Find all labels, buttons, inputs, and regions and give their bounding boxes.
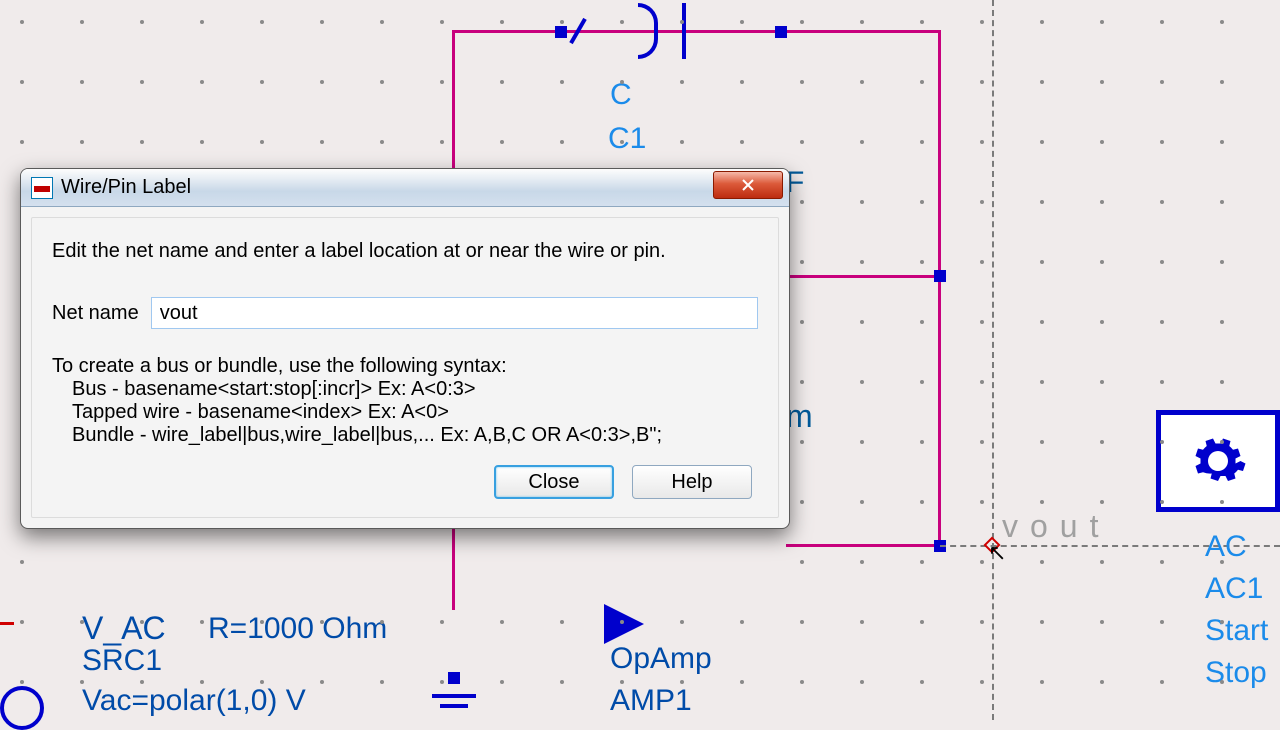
dialog-button-row: Close Help (52, 465, 758, 499)
ground-symbol (432, 694, 476, 698)
syntax-bus: Bus - basename<start:stop[:incr]> Ex: A<… (52, 378, 758, 401)
syntax-help: To create a bus or bundle, use the follo… (52, 355, 758, 447)
cursor-guide-vertical (992, 0, 994, 720)
close-dialog-button[interactable]: Close (494, 465, 614, 499)
capacitor-plate-right (682, 3, 686, 59)
wire[interactable] (786, 275, 940, 278)
net-name-row: Net name (52, 297, 758, 329)
capacitor-plate-left (638, 3, 658, 59)
close-button[interactable] (713, 171, 783, 199)
ac-name-label: AC1 (1205, 572, 1263, 606)
vsource-name-label: SRC1 (82, 644, 162, 678)
wire-node (448, 672, 460, 684)
help-button[interactable]: Help (632, 465, 752, 499)
minus-terminal (0, 614, 18, 632)
gear-icon (1188, 431, 1248, 491)
syntax-intro: To create a bus or bundle, use the follo… (52, 355, 758, 378)
opamp-type-label: OpAmp (610, 642, 712, 676)
wire-node (775, 26, 787, 38)
vsource-symbol (0, 686, 44, 730)
close-icon (741, 178, 755, 192)
ac-start-label: Start (1205, 614, 1268, 648)
net-name-input[interactable] (151, 297, 758, 329)
dialog-body: Edit the net name and enter a label loca… (31, 217, 779, 518)
ac-simulation-block[interactable] (1156, 410, 1280, 512)
dialog-title: Wire/Pin Label (61, 176, 191, 199)
vsource-value-label: Vac=polar(1,0) V (82, 684, 306, 718)
resistor-value-label: R=1000 Ohm (208, 612, 387, 646)
wire-node (555, 26, 567, 38)
opamp-symbol (604, 604, 644, 644)
wire[interactable] (938, 30, 941, 546)
ground-symbol (440, 704, 468, 708)
syntax-tapped: Tapped wire - basename<index> Ex: A<0> (52, 401, 758, 424)
dialog-titlebar[interactable]: Wire/Pin Label (21, 169, 789, 207)
dialog-title-icon (31, 177, 53, 199)
wire[interactable] (786, 544, 940, 547)
net-name-label: Net name (52, 302, 139, 325)
ghost-net-label: vout (1002, 508, 1110, 545)
capacitor-name-label: C1 (608, 122, 646, 156)
ac-stop-label: Stop (1205, 656, 1267, 690)
opamp-name-label: AMP1 (610, 684, 692, 718)
ac-type-label: AC (1205, 530, 1247, 564)
syntax-bundle: Bundle - wire_label|bus,wire_label|bus,.… (52, 424, 758, 447)
wire[interactable] (452, 30, 940, 33)
wire-node (934, 270, 946, 282)
dialog-instruction: Edit the net name and enter a label loca… (52, 240, 758, 263)
wire-pin-label-dialog: Wire/Pin Label Edit the net name and ent… (20, 168, 790, 529)
mouse-cursor-icon: ↖ (988, 540, 1006, 566)
vsource-type-label: V_AC (82, 610, 166, 647)
